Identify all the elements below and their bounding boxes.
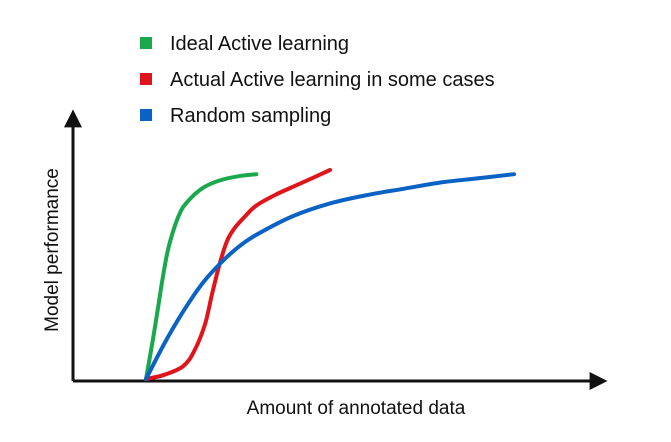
legend-label-actual-active-learning-in-some-cases: Actual Active learning in some cases [170,69,495,91]
legend-label-ideal-active-learning: Ideal Active learning [170,33,349,55]
x-axis-label: Amount of annotated data [247,398,466,419]
series-line-ideal-active-learning [144,172,259,381]
series-line-random-sampling [144,172,516,381]
legend: Ideal Active learning Actual Active learn… [140,33,495,127]
legend-swatch-ideal-active-learning [140,37,152,49]
legend-swatch-random-sampling [140,109,152,121]
legend-swatch-actual-active-learning-in-some-cases [140,73,152,85]
y-axis-label: Model performance [42,168,63,332]
legend-label-random-sampling: Random sampling [170,105,331,127]
series-line-actual-active-learning-in-some-cases [144,168,332,381]
series-layer [144,168,516,381]
